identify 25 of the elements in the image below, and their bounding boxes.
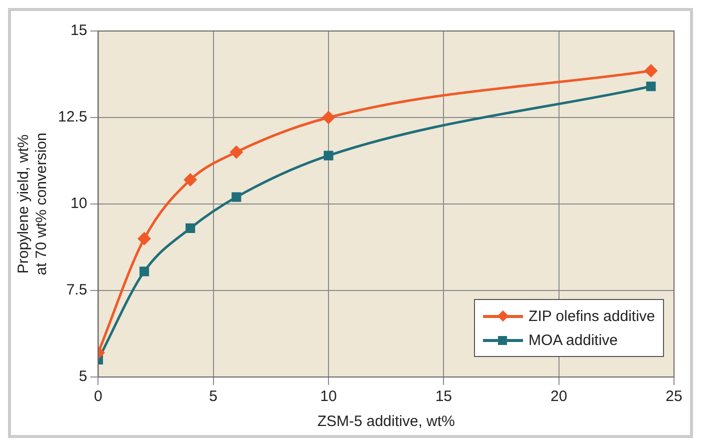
legend-label: MOA additive <box>528 332 618 348</box>
point <box>186 223 196 234</box>
point <box>232 192 242 202</box>
y-tick-label: 15 <box>70 22 88 40</box>
y-axis-title: Propylene yield, wt% at 70 wt% conversion <box>15 132 50 276</box>
y-tick-label: 10 <box>70 195 88 212</box>
point <box>184 174 197 186</box>
x-axis-title: ZSM-5 additive, wt% <box>317 413 455 430</box>
x-tick-label: 20 <box>550 388 568 406</box>
x-tick-label: 5 <box>209 388 218 406</box>
point <box>646 82 656 92</box>
point <box>230 146 243 158</box>
x-tick-label: 0 <box>94 388 102 406</box>
point <box>138 232 151 245</box>
x-tick-label: 10 <box>320 388 337 406</box>
y-tick-label: 5 <box>78 368 88 386</box>
point <box>322 111 335 124</box>
point <box>644 64 658 78</box>
y-tick-label: 7.5 <box>66 282 88 299</box>
point <box>324 150 334 160</box>
legend-label: ZIP olefins additive <box>528 308 655 324</box>
x-tick-label: 25 <box>666 388 682 406</box>
point <box>139 266 150 276</box>
x-tick-label: 15 <box>435 388 452 406</box>
y-tick-label: 12.5 <box>58 108 88 126</box>
